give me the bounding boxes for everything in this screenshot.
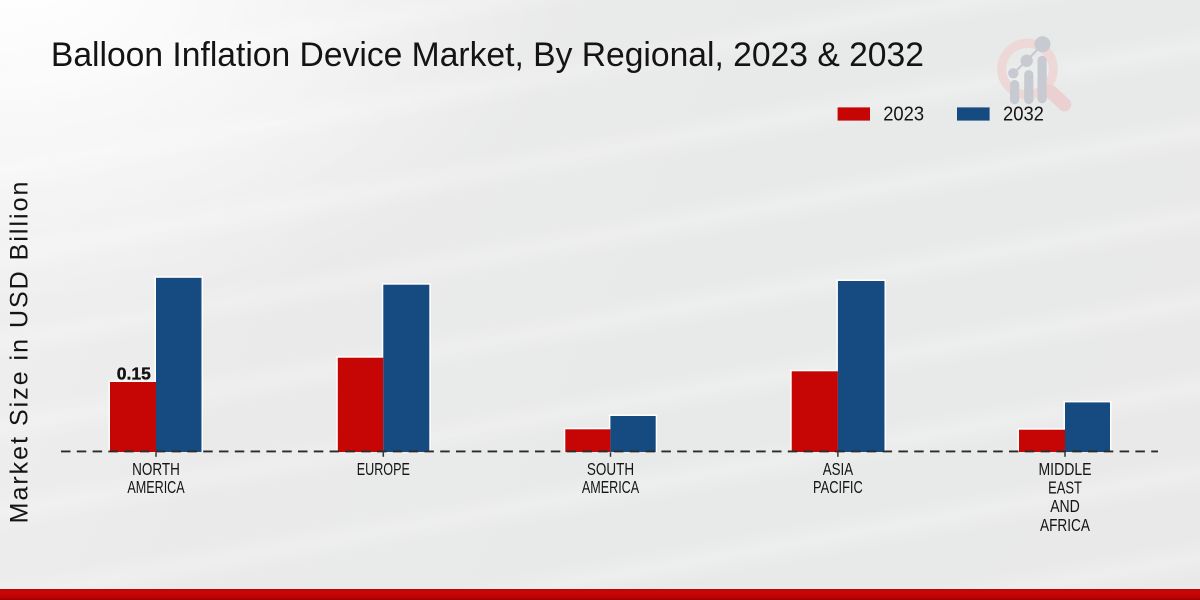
svg-text:AMERICA: AMERICA bbox=[127, 478, 185, 498]
svg-text:EAST: EAST bbox=[1048, 479, 1082, 499]
svg-text:AFRICA: AFRICA bbox=[1040, 516, 1090, 535]
svg-text:0.15: 0.15 bbox=[117, 363, 151, 383]
svg-text:SOUTH: SOUTH bbox=[587, 460, 634, 479]
svg-text:0.15: 0.15 bbox=[117, 363, 151, 383]
svg-text:2023: 2023 bbox=[883, 104, 924, 126]
svg-text:EUROPE: EUROPE bbox=[357, 460, 410, 480]
svg-text:AND: AND bbox=[1050, 497, 1080, 517]
svg-text:PACIFIC: PACIFIC bbox=[813, 478, 863, 498]
svg-text:2032: 2032 bbox=[1003, 104, 1044, 126]
svg-text:AMERICA: AMERICA bbox=[582, 478, 640, 498]
svg-text:ASIA: ASIA bbox=[823, 460, 854, 479]
svg-text:NORTH: NORTH bbox=[132, 460, 180, 479]
svg-text:Balloon Inflation Device Marke: Balloon Inflation Device Market, By Regi… bbox=[51, 36, 924, 74]
svg-text:MIDDLE: MIDDLE bbox=[1038, 459, 1091, 479]
svg-text:Market Size in USD Billion: Market Size in USD Billion bbox=[6, 180, 34, 524]
